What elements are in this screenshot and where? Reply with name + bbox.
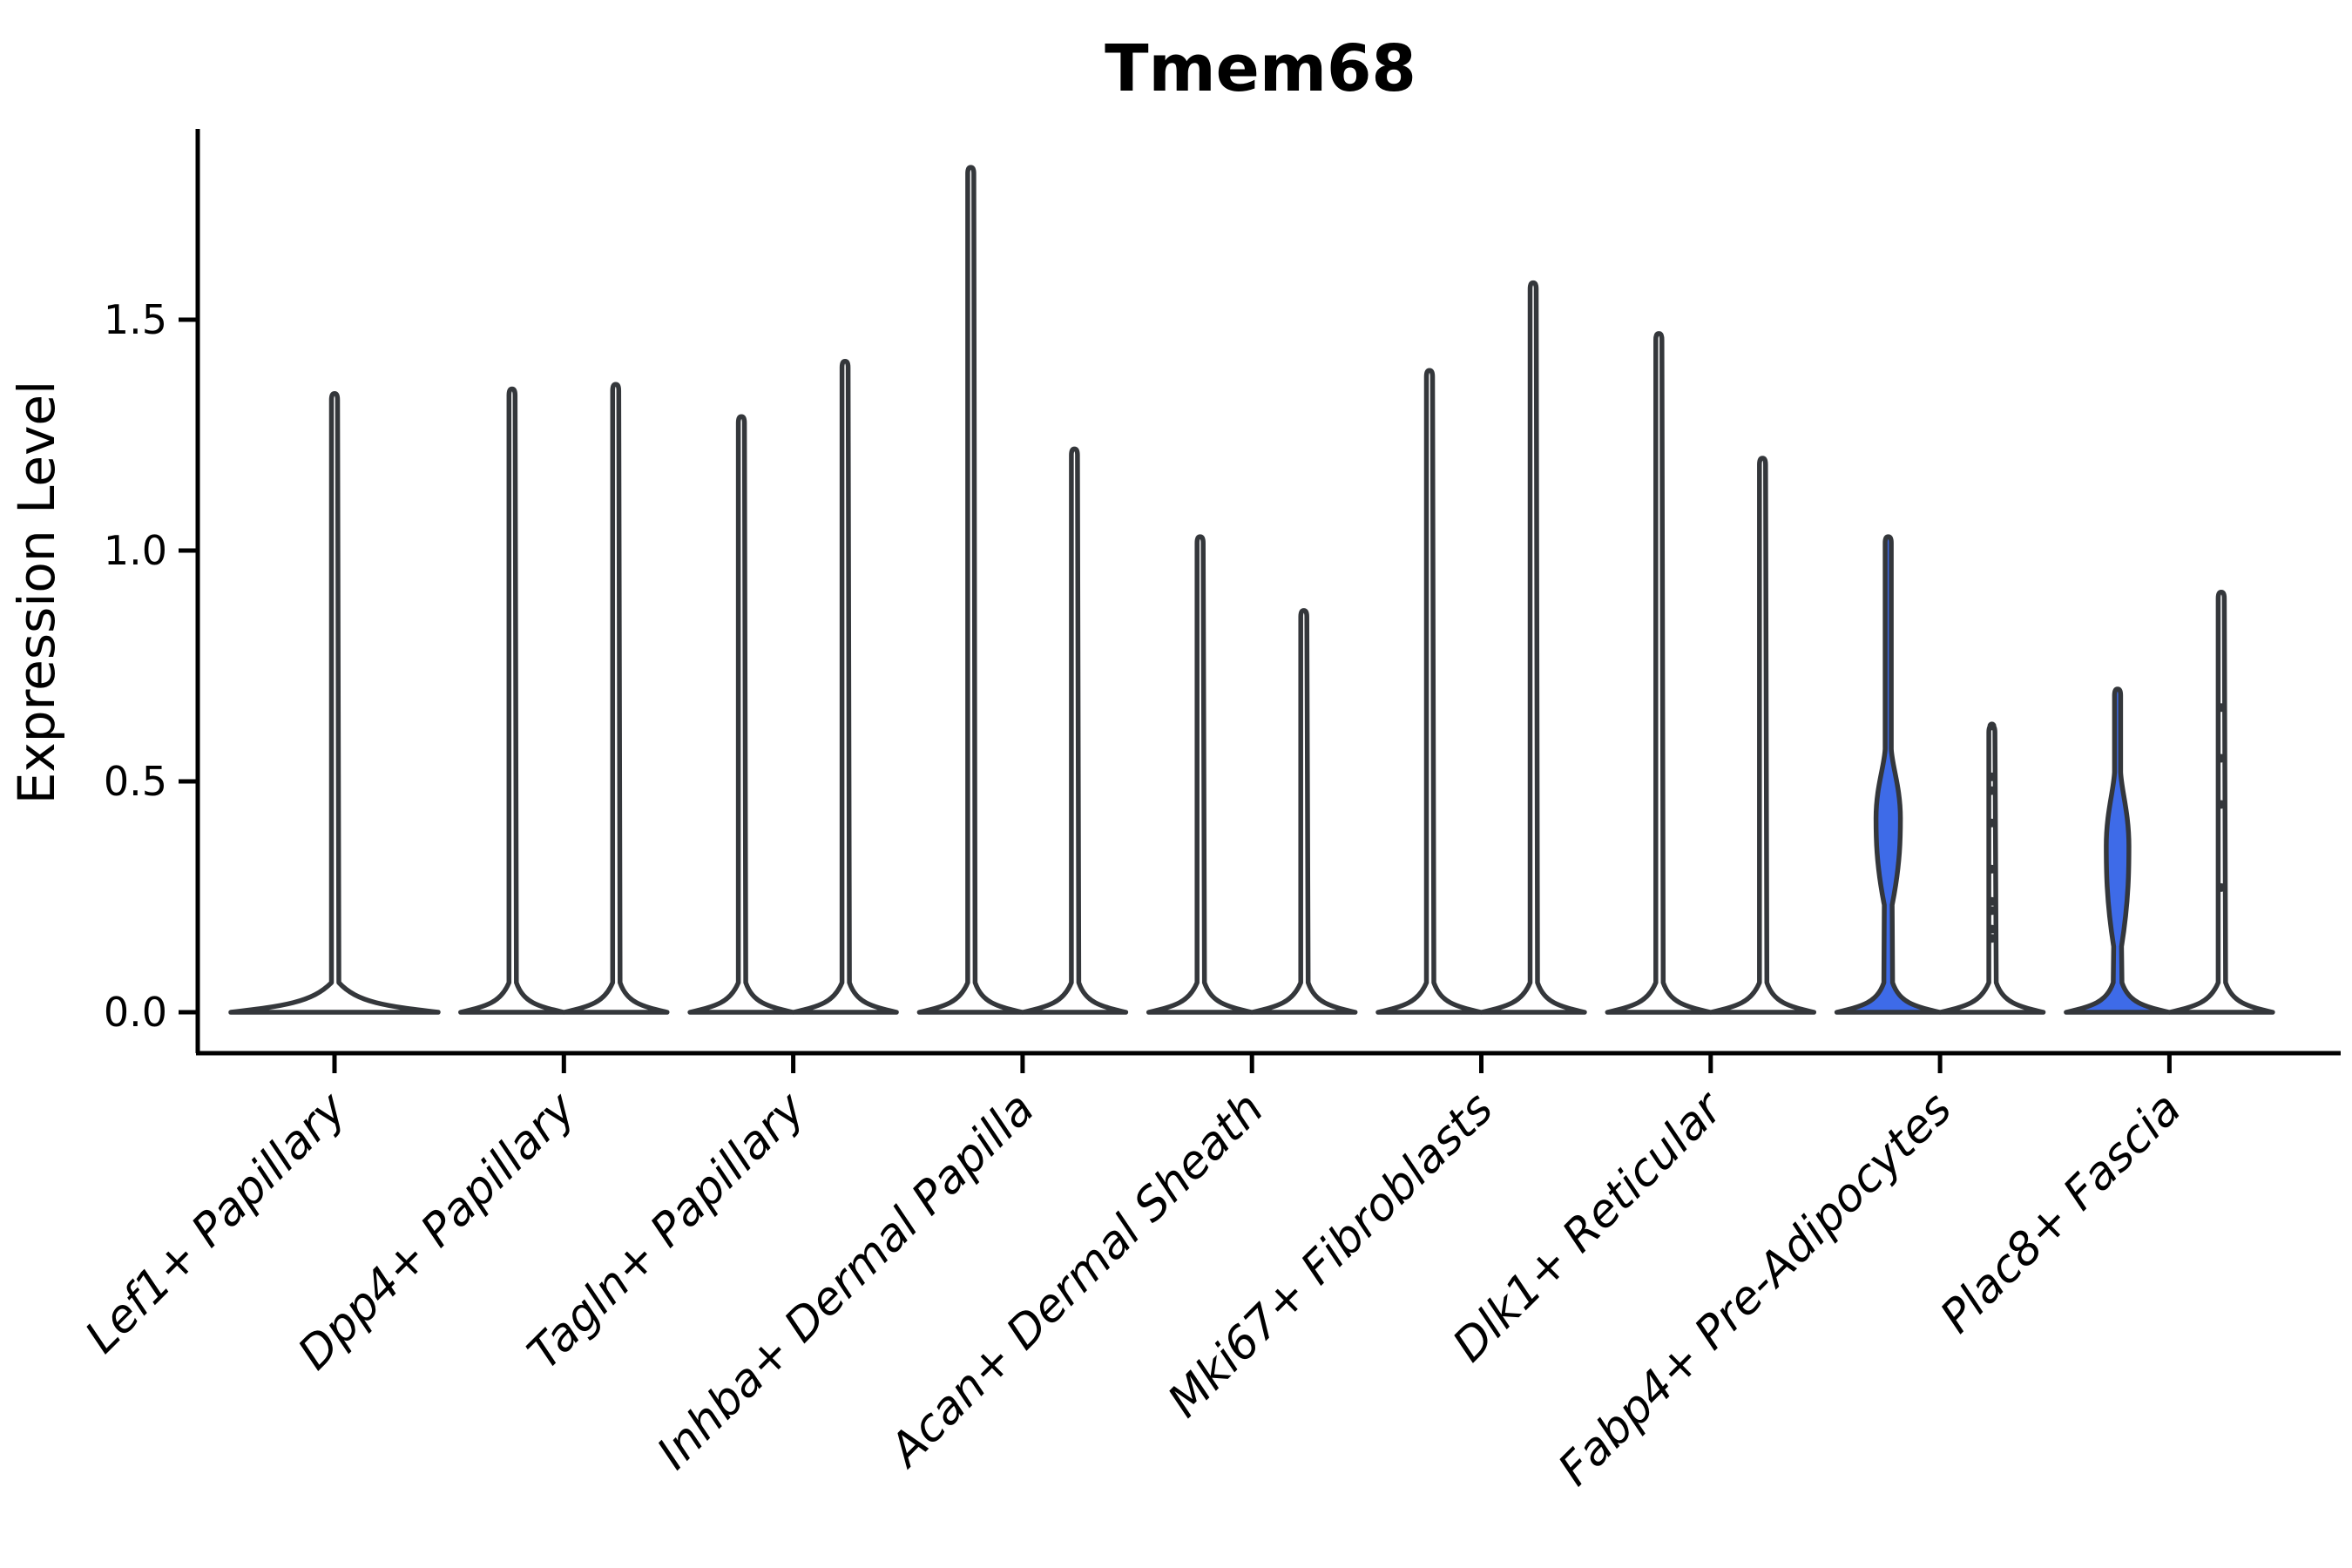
y-tick-label: 0.0 (104, 989, 167, 1036)
violin-shape (1479, 280, 1587, 1015)
y-tick-label: 1.5 (104, 296, 167, 343)
violin-shape (458, 386, 566, 1015)
violin-shape (1605, 331, 1713, 1015)
jitter-point (1987, 896, 1997, 906)
jitter-point (1987, 934, 1997, 943)
violin-shape (916, 165, 1025, 1015)
plot-title: Tmem68 (1105, 31, 1416, 106)
x-tick-label: Inhba+ Dermal Papilla (647, 1083, 1044, 1480)
jitter-point (1987, 818, 1997, 828)
violin-shape (687, 414, 795, 1015)
jitter-point (2216, 703, 2226, 713)
y-axis-label: Expression Level (7, 381, 66, 804)
violin-shape (1708, 456, 1817, 1015)
x-tick-label: Fabp4+ Pre-Adipocytes (1549, 1083, 1963, 1497)
jitter-point (2216, 800, 2226, 809)
jitter-point (1987, 924, 1997, 934)
violin-shape-highlight (1834, 534, 1943, 1015)
x-tick-label: Plac8+ Fascia (1930, 1083, 2191, 1343)
violin-shape (791, 358, 899, 1015)
violins-layer (228, 165, 2275, 1015)
jitter-point (2216, 754, 2226, 763)
jitter-point (1987, 772, 1997, 781)
jitter-point (1987, 721, 1997, 731)
jitter-point (1987, 864, 1997, 874)
violin-shape-highlight (2064, 686, 2172, 1015)
violin-shape (1020, 446, 1129, 1015)
jitter-point (1987, 906, 1997, 916)
y-tick-label: 1.0 (104, 527, 167, 574)
violin-shape (562, 382, 670, 1015)
y-tick-label: 0.5 (104, 758, 167, 805)
violin-shape (228, 391, 441, 1015)
jitter-point (2216, 882, 2226, 892)
jitter-point (1987, 786, 1997, 795)
x-tick-label: Acan+ Dermal Sheath (878, 1083, 1274, 1478)
violin-shape (1375, 368, 1484, 1015)
violin-shape (1249, 608, 1358, 1015)
violin-shape (1146, 534, 1254, 1015)
